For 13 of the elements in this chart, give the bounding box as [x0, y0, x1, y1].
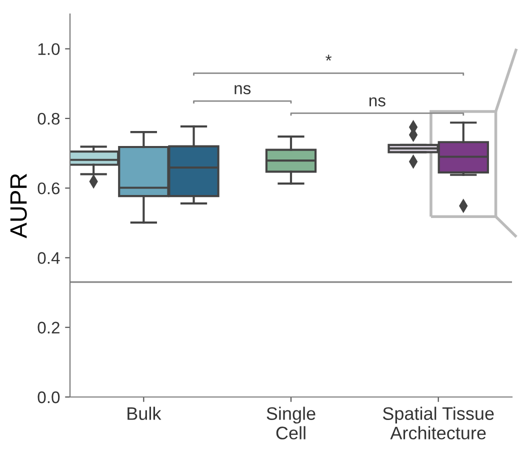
- annotation: ns: [369, 97, 386, 106]
- x-tick-label: Bulk: [128, 406, 162, 420]
- y-tick-label: 0.4: [38, 252, 60, 264]
- y-tick-label: 1.0: [38, 43, 60, 56]
- annotation: *: [326, 54, 332, 61]
- y-tick-label: 0.6: [38, 182, 60, 194]
- y-tick-label: 0.2: [38, 322, 60, 334]
- annotation: ns: [234, 85, 251, 94]
- y-tick-label: 0.8: [38, 112, 60, 125]
- y-tick-label: 0.0: [38, 391, 60, 404]
- x-tick-label: Spatial Tissue Architecture: [382, 406, 494, 440]
- x-tick-label: Single Cell: [266, 406, 316, 440]
- y-axis-title: AUPR: [10, 174, 27, 238]
